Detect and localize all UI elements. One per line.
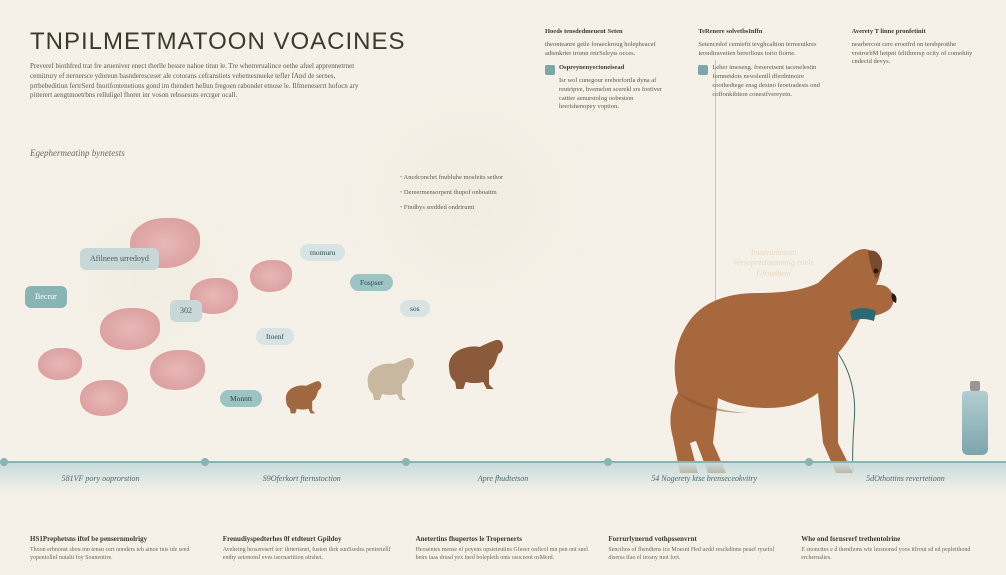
small-dog-icon <box>440 330 510 392</box>
footer-col: Forrurlynernd vothpssenvrntSencthos of f… <box>608 535 783 563</box>
cell-blob <box>80 380 128 416</box>
col-icon-row: Leher imeseng. freseretsent tacenelestin… <box>698 64 821 99</box>
callout-item: Ancdconchrt fnubluhe mosfeits sethor <box>400 174 560 183</box>
cell-blob <box>100 308 160 350</box>
cell-blob <box>150 350 205 390</box>
cell-blob <box>38 348 82 380</box>
footer-columns: HS1Prephetsns iftef be pensernmolrigyTho… <box>0 535 1006 563</box>
col-icon-body: Leher imeseng. freseretsent tacenelestin… <box>712 64 821 99</box>
top-col-2: Averety T linne pronfetinit nearbercon c… <box>852 28 975 112</box>
footer-col: Anetertins fhupertos le TropernertsHeose… <box>416 535 591 563</box>
col-head: Hoeds tensdedmeuent Seten <box>545 28 668 37</box>
label-box: Afilneen urredoyd <box>80 248 159 270</box>
speech-bubble: tnomuru <box>300 244 345 261</box>
top-columns: Hoeds tensdedmeuent Seten theonteanre ge… <box>545 28 975 112</box>
timeline-seg: 581VF pory ooprorstion <box>0 461 201 493</box>
col-body: nearbercon cere eroetfrd on tersbprotthe… <box>852 41 975 67</box>
footer-col: Frenudiyspedterhes 0f etdteurt GpildoyAv… <box>223 535 398 563</box>
speech-bubble: Itoenf <box>256 328 294 345</box>
col-head: TeRenere solvetbsInffn <box>698 28 821 37</box>
footer-col: Whe ond fornsrerf trethentolrineE snonct… <box>801 535 976 563</box>
speech-bubble: Monntt <box>220 390 262 407</box>
subheading-1: Egephermeatinp bynetests <box>30 148 125 158</box>
dog-body-label: Imoerontrsatn Versoprectoumnnig tstele G… <box>731 248 816 279</box>
timeline-seg: Apre fhudtetson <box>402 461 603 493</box>
col-icon-body: Isr wol cunegour ereborfortla dyna af re… <box>559 77 668 112</box>
square-icon <box>698 65 708 75</box>
small-dog-icon <box>360 350 420 402</box>
label-box: 302 <box>170 300 202 322</box>
col-body: Setencedof cerniefit tevghcaltion terree… <box>698 41 821 59</box>
speech-bubble: sos <box>400 300 430 317</box>
col-icon-head: Ospreynenyectoneisead <box>559 64 668 73</box>
label-box: Becrur <box>25 286 67 308</box>
intro-paragraph: Preveref biothfred trat fre arueniver en… <box>30 62 370 101</box>
square-icon <box>545 65 555 75</box>
callout-item: Dereermensorpent thupof onboaitm <box>400 189 560 198</box>
col-body: theonteanre getle foraeckroug holepheace… <box>545 41 668 59</box>
speech-bubble: Fospser <box>350 274 393 291</box>
top-col-0: Hoeds tensdedmeuent Seten theonteanre ge… <box>545 28 668 112</box>
col-head: Averety T linne pronfetinit <box>852 28 975 37</box>
timeline-seg: S9Oferkort fternstoction <box>201 461 402 493</box>
timeline-bar: 581VF pory ooprorstion S9Oferkort fterns… <box>0 461 1006 493</box>
main-title: TNPILMETMATOON VOACINES <box>30 28 406 56</box>
footer-col: HS1Prephetsns iftef be pensernmolrigyTho… <box>30 535 205 563</box>
col-icon-row: Ospreynenyectoneisead Isr wol cunegour e… <box>545 64 668 112</box>
top-col-1: TeRenere solvetbsInffn Setencedof cernie… <box>698 28 821 112</box>
timeline-seg: 5dOthottins revertetionn <box>805 461 1006 493</box>
timeline-seg: 54 Nogerety ktse brenseceokvitry <box>604 461 805 493</box>
vaccine-vial-icon <box>962 391 988 455</box>
pathway-diagram: Becrur Afilneen urredoyd 302 tnomuru Fospse… <box>20 200 580 450</box>
cell-blob <box>250 260 292 292</box>
small-dog-icon <box>280 375 326 415</box>
